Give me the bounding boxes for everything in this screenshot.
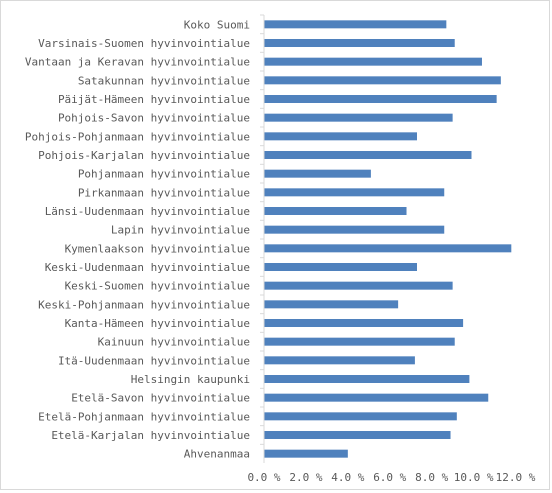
bar (264, 375, 470, 383)
category-label: Keski-Suomen hyvinvointialue (65, 280, 250, 293)
category-label: Kainuun hyvinvointialue (98, 336, 250, 349)
bar (264, 95, 497, 103)
category-label: Varsinais-Suomen hyvinvointialue (38, 37, 250, 50)
bar (264, 151, 472, 159)
bar (264, 169, 371, 178)
bars-group (264, 20, 512, 458)
category-label: Keski-Uudenmaan hyvinvointialue (45, 261, 250, 274)
x-tick-label: 12.0 % (496, 471, 536, 484)
category-label: Pohjois-Savon hyvinvointialue (58, 112, 250, 125)
category-label: Etelä-Karjalan hyvinvointialue (51, 429, 250, 442)
bar (264, 337, 455, 346)
category-label: Pohjanmaan hyvinvointialue (78, 168, 250, 181)
category-label: Vantaan ja Keravan hyvinvointialue (25, 56, 250, 69)
x-tick-label: 6.0 % (373, 471, 406, 484)
bar (264, 57, 482, 66)
bar (264, 76, 501, 85)
x-axis-group: 0.0 % 2.0 % 4.0 % 6.0 % 8.0 % 10.0 % 12.0 % (247, 14, 536, 484)
bar (264, 300, 399, 309)
category-label: Pohjois-Pohjanmaan hyvinvointialue (25, 130, 250, 143)
bar (264, 281, 453, 290)
category-label: Etelä-Pohjanmaan hyvinvointialue (38, 410, 250, 423)
bar (264, 188, 445, 197)
category-label: Kanta-Hämeen hyvinvointialue (65, 317, 250, 330)
bar (264, 225, 445, 234)
bar (264, 113, 453, 122)
bar (264, 263, 417, 271)
bar (264, 431, 451, 439)
x-tick-label: 8.0 % (415, 471, 448, 484)
bar (264, 207, 407, 215)
bar (264, 393, 489, 402)
category-label: Pirkanmaan hyvinvointialue (78, 186, 250, 199)
bar (264, 356, 415, 365)
category-labels-group: Koko Suomi Varsinais-Suomen hyvinvointial… (25, 18, 250, 460)
x-tick-label: 4.0 % (331, 471, 364, 484)
category-label: Itä-Uudenmaan hyvinvointialue (58, 354, 250, 367)
bar (264, 319, 464, 327)
x-tick-label: 10.0 % (454, 471, 494, 484)
bar (264, 412, 457, 421)
bar (264, 244, 512, 253)
category-label: Lapin hyvinvointialue (111, 224, 250, 237)
category-label: Kymenlaakson hyvinvointialue (65, 242, 250, 255)
category-label: Länsi-Uudenmaan hyvinvointialue (45, 205, 250, 218)
category-label: Helsingin kaupunki (131, 373, 250, 386)
category-label: Ahvenanmaa (184, 448, 250, 461)
x-tick-label: 2.0 % (289, 471, 322, 484)
bar (264, 20, 447, 29)
category-label: Päijät-Hämeen hyvinvointialue (58, 93, 250, 106)
x-tick-label: 0.0 % (247, 471, 280, 484)
category-label: Etelä-Savon hyvinvointialue (71, 392, 250, 405)
bar (264, 449, 348, 458)
category-label: Keski-Pohjanmaan hyvinvointialue (38, 298, 250, 311)
category-label: Koko Suomi (184, 18, 250, 31)
category-label: Satakunnan hyvinvointialue (78, 74, 250, 87)
bar (264, 132, 417, 141)
bar (264, 39, 455, 47)
category-label: Pohjois-Karjalan hyvinvointialue (38, 149, 250, 162)
